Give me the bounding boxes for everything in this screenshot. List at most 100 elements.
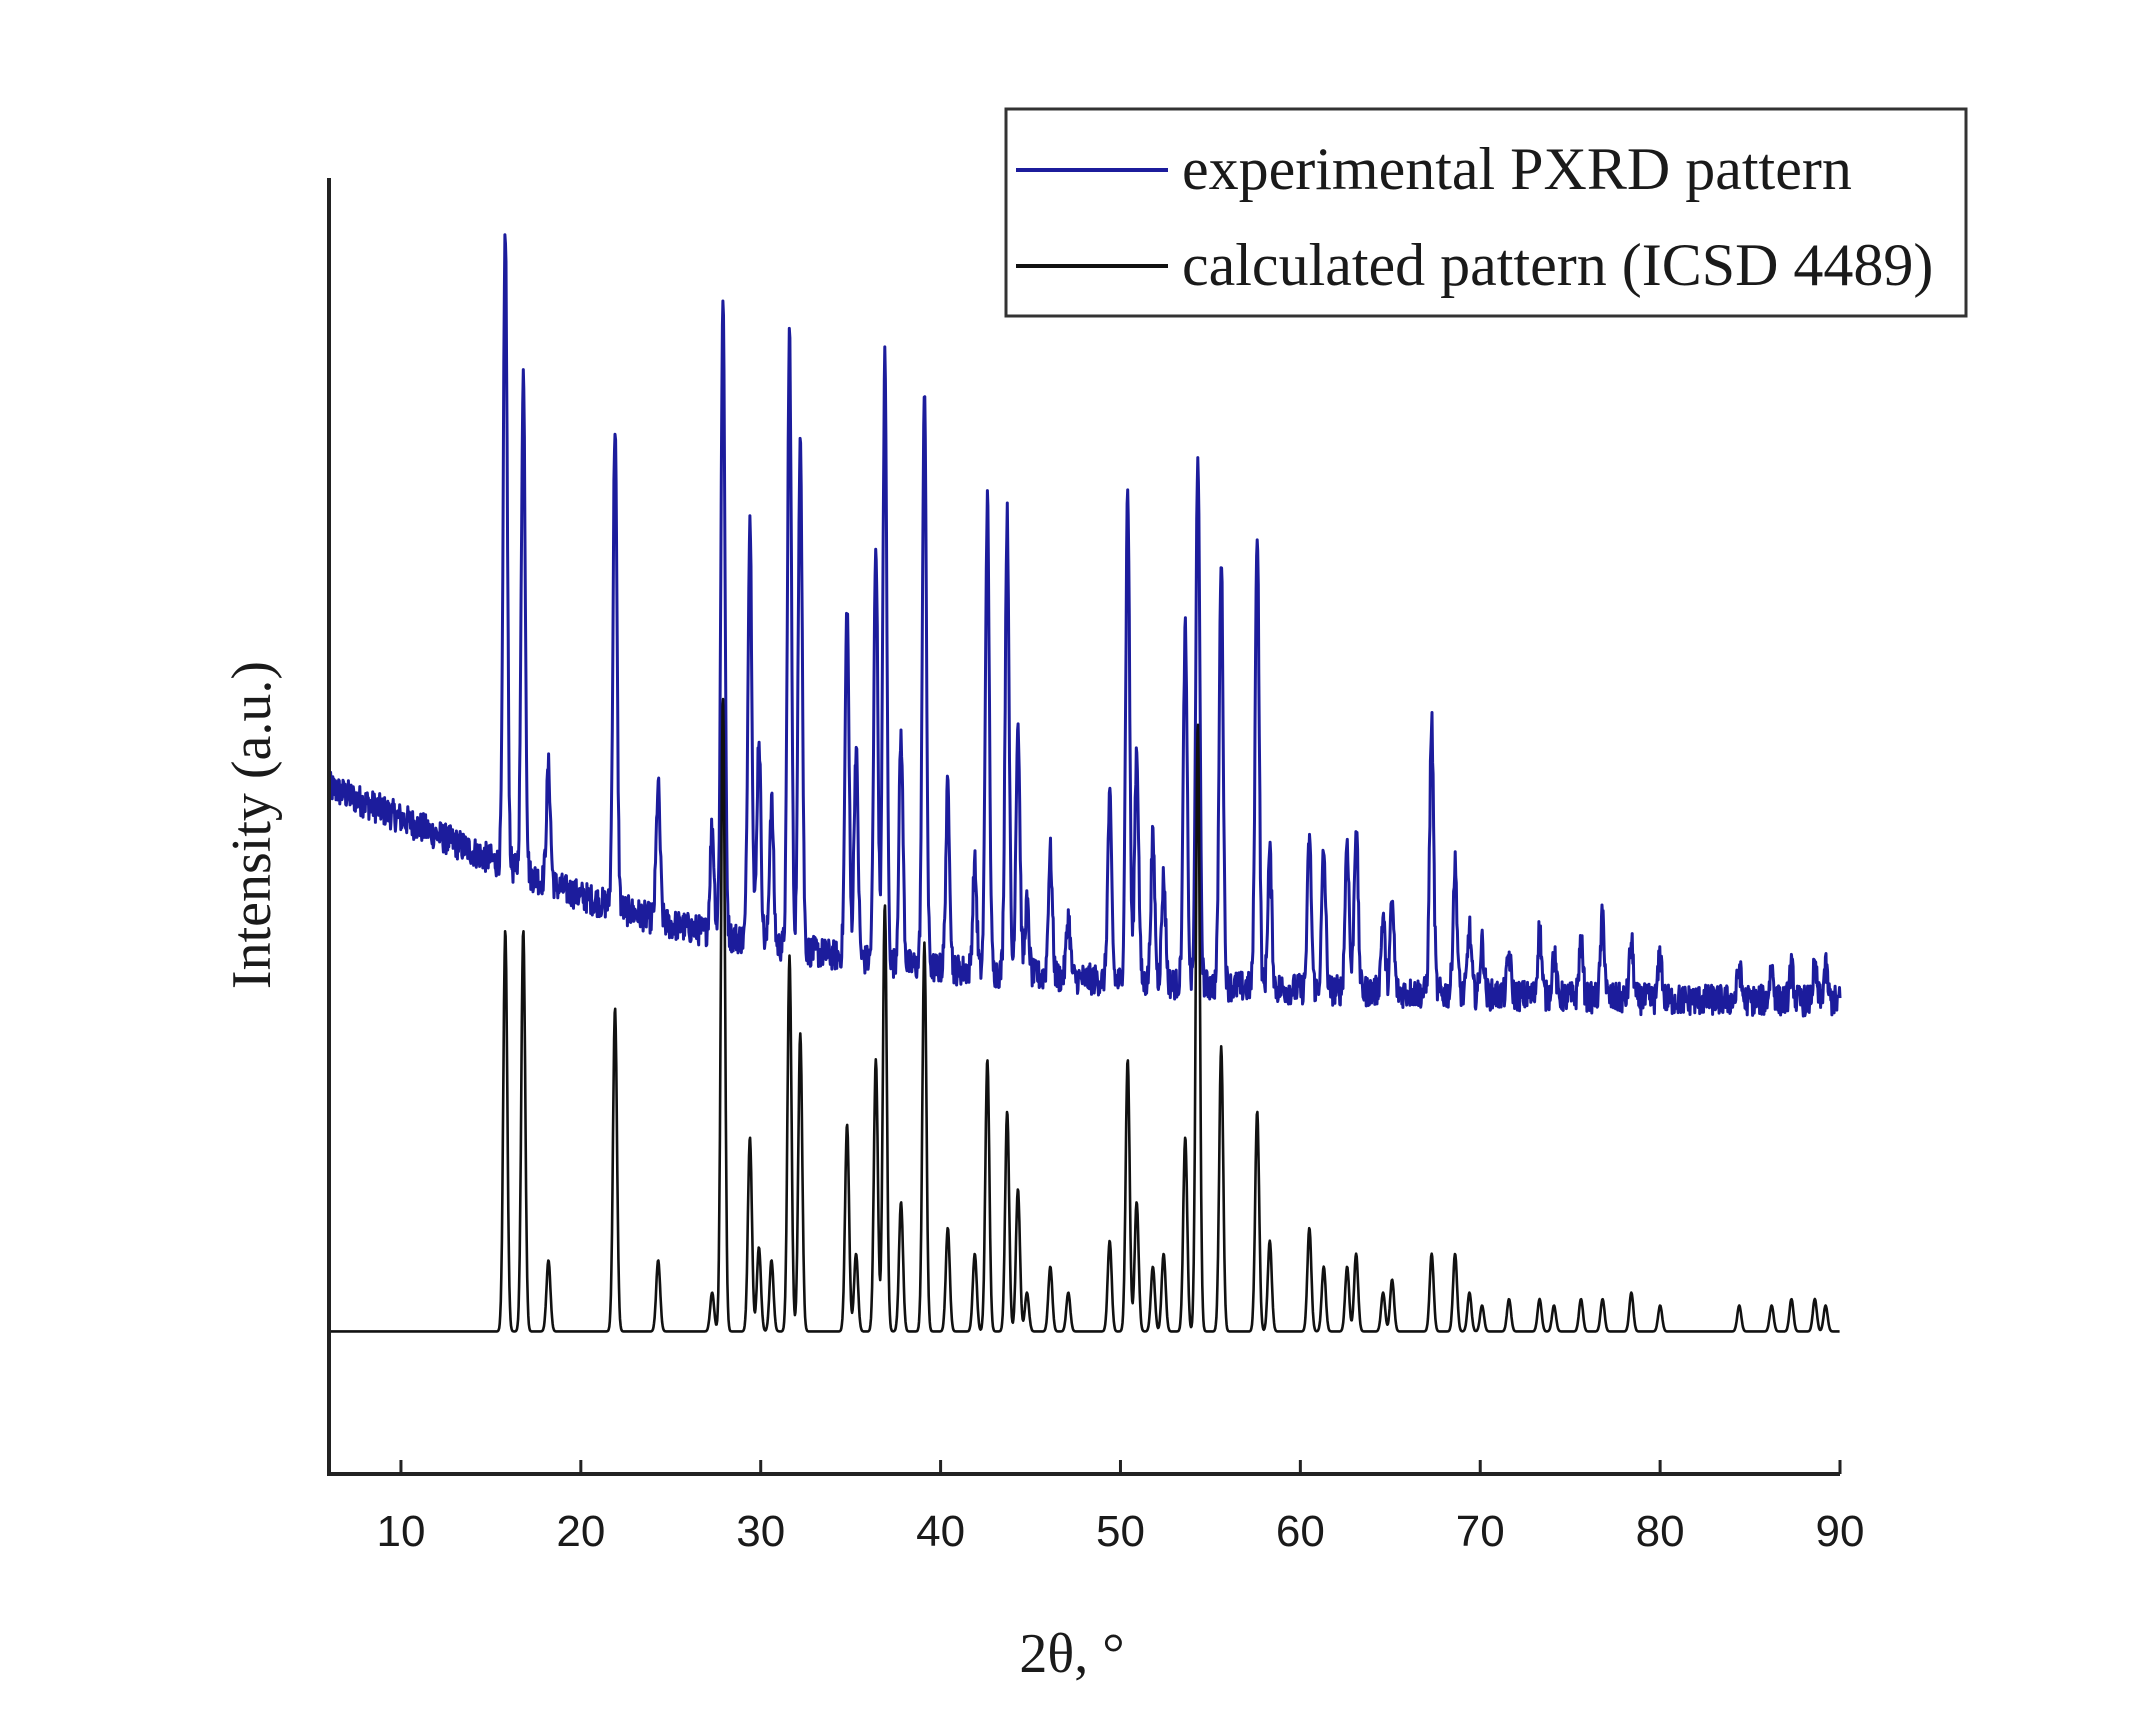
experimental-peak-2 <box>547 766 551 770</box>
calculated-peak-19 <box>973 1252 977 1256</box>
experimental-peak-28 <box>1135 746 1139 750</box>
calculated-peak-33 <box>1219 1044 1223 1048</box>
experimental-peak-41 <box>1390 902 1394 906</box>
x-tick-label-40: 40 <box>916 1507 965 1556</box>
calculated-peak-13 <box>854 1252 858 1256</box>
calculated-peak-11 <box>798 1031 802 1035</box>
calculated-peak-2 <box>547 1258 551 1262</box>
calculated-peak-1 <box>521 928 525 932</box>
experimental-peak-54 <box>1770 967 1774 971</box>
calculated-peak-46 <box>1507 1297 1511 1301</box>
experimental-peak-48 <box>1552 954 1556 958</box>
experimental-peak-45 <box>1480 941 1484 945</box>
experimental-peak-46 <box>1507 954 1511 958</box>
experimental-peak-55 <box>1789 967 1793 971</box>
experimental-peak-33 <box>1219 552 1223 556</box>
plot-series <box>327 228 1842 1333</box>
experimental-peak-12 <box>845 604 849 608</box>
experimental-peak-22 <box>1016 720 1020 724</box>
experimental-peak-38 <box>1345 837 1349 841</box>
experimental-peak-4 <box>656 785 660 789</box>
calculated-peak-32 <box>1196 720 1200 724</box>
x-tick-label-20: 20 <box>556 1507 605 1556</box>
experimental-peak-52 <box>1658 954 1662 958</box>
experimental-peak-10 <box>788 332 792 336</box>
experimental-peak-43 <box>1453 863 1457 867</box>
experimental-peak-6 <box>721 293 725 297</box>
legend-box <box>1004 107 1968 318</box>
experimental-peak-29 <box>1151 837 1155 841</box>
calculated-pattern-line <box>329 697 1841 1333</box>
legend-label-experimental: experimental PXRD pattern <box>1182 136 1852 202</box>
experimental-peak-57 <box>1824 967 1828 971</box>
experimental-peak-35 <box>1268 850 1272 854</box>
experimental-peak-21 <box>1005 513 1009 517</box>
experimental-peak-25 <box>1066 915 1070 919</box>
calculated-peak-43 <box>1453 1252 1457 1256</box>
experimental-peak-51 <box>1629 941 1633 945</box>
calculated-peak-40 <box>1381 1291 1385 1295</box>
experimental-peak-23 <box>1025 902 1029 906</box>
experimental-peak-3 <box>613 422 617 426</box>
calculated-peak-0 <box>503 928 507 932</box>
series-experimental <box>327 228 1842 1018</box>
experimental-peak-44 <box>1467 928 1471 932</box>
experimental-peak-42 <box>1430 720 1434 724</box>
calculated-peak-54 <box>1770 1304 1774 1308</box>
calculated-peak-22 <box>1016 1187 1020 1191</box>
x-tick-label-70: 70 <box>1456 1507 1505 1556</box>
calculated-peak-30 <box>1162 1252 1166 1256</box>
calculated-peak-16 <box>899 1200 903 1204</box>
calculated-peak-3 <box>613 1005 617 1009</box>
experimental-peak-5 <box>710 824 714 828</box>
experimental-peak-0 <box>503 228 507 232</box>
calculated-peak-49 <box>1579 1297 1583 1301</box>
calculated-peak-41 <box>1390 1278 1394 1282</box>
calculated-peak-17 <box>922 941 926 945</box>
calculated-peak-57 <box>1824 1304 1828 1308</box>
calculated-peak-56 <box>1813 1297 1817 1301</box>
series-calculated <box>329 694 1841 1333</box>
calculated-peak-25 <box>1066 1291 1070 1295</box>
calculated-peak-21 <box>1005 1109 1009 1113</box>
calculated-peak-12 <box>845 1122 849 1126</box>
x-tick-label-90: 90 <box>1816 1507 1865 1556</box>
experimental-peak-15 <box>883 357 887 361</box>
y-axis-title: Intensity (a.u.) <box>221 661 283 989</box>
calculated-peak-42 <box>1430 1252 1434 1256</box>
experimental-pattern-line <box>327 233 1842 1018</box>
experimental-peak-32 <box>1196 448 1200 452</box>
experimental-peak-11 <box>798 422 802 426</box>
experimental-peak-34 <box>1255 526 1259 530</box>
experimental-peak-36 <box>1307 837 1311 841</box>
experimental-peak-37 <box>1322 850 1326 854</box>
calculated-peak-45 <box>1480 1304 1484 1308</box>
calculated-peak-10 <box>788 954 792 958</box>
x-tick-label-80: 80 <box>1636 1507 1685 1556</box>
calculated-peak-52 <box>1658 1304 1662 1308</box>
experimental-peak-50 <box>1601 915 1605 919</box>
experimental-peak-9 <box>770 798 774 802</box>
x-axis-ticks: 10 20 30 40 50 60 70 80 90 <box>376 1460 1864 1556</box>
experimental-peak-14 <box>874 539 878 543</box>
calculated-peak-35 <box>1268 1239 1272 1243</box>
experimental-peak-13 <box>854 746 858 750</box>
calculated-peak-37 <box>1322 1265 1326 1269</box>
calculated-peak-31 <box>1183 1135 1187 1139</box>
experimental-peak-18 <box>946 785 950 789</box>
calculated-peak-14 <box>874 1057 878 1061</box>
experimental-peak-19 <box>973 863 977 867</box>
calculated-peak-51 <box>1629 1291 1633 1295</box>
experimental-peak-1 <box>521 370 525 374</box>
calculated-peak-23 <box>1025 1291 1029 1295</box>
calculated-peak-27 <box>1126 1057 1130 1061</box>
calculated-peak-38 <box>1345 1265 1349 1269</box>
calculated-peak-44 <box>1467 1291 1471 1295</box>
calculated-peak-34 <box>1255 1109 1259 1113</box>
experimental-peak-26 <box>1108 798 1112 802</box>
experimental-peak-49 <box>1579 941 1583 945</box>
calculated-peak-8 <box>757 1245 761 1249</box>
calculated-peak-50 <box>1601 1297 1605 1301</box>
calculated-peak-6 <box>721 694 725 698</box>
